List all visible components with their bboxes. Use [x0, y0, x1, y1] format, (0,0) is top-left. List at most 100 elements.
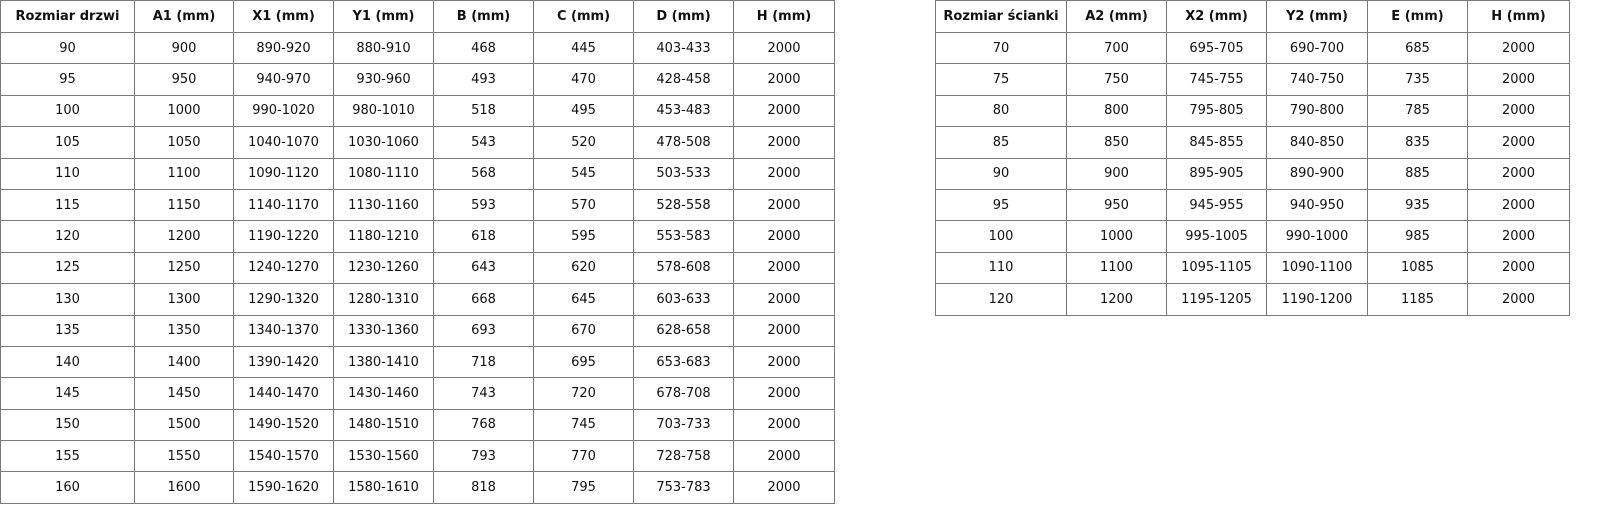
table-cell: 90	[935, 157, 1067, 190]
table-cell: 990-1020	[233, 94, 334, 128]
table-row: 160 1600 1590-1620 1580-1610 818 795 753-783 20…	[0, 471, 835, 504]
table-cell: 100	[935, 220, 1067, 253]
table-cell: 720	[533, 377, 634, 410]
table-row: 100 1000 995-1005 990-1000 985 2000	[935, 220, 1570, 253]
table-cell: 1140-1170	[233, 188, 334, 222]
table-row: 135 1350 1340-1370 1330-1360 693 670 628-658 20…	[0, 314, 835, 347]
table-cell: 1100	[1066, 251, 1167, 285]
table-cell: 693	[433, 314, 534, 347]
table-row: 80 800 795-805 790-800 785 2000	[935, 94, 1570, 128]
table-cell: 895-905	[1166, 157, 1267, 190]
table-cell: 2000	[733, 345, 835, 379]
table-cell: 695	[533, 345, 634, 379]
header-row: Rozmiar drzwi A1 (mm) X1 (mm) Y1 (mm) B (mm)…	[0, 0, 835, 33]
table-cell: 528-558	[633, 188, 734, 222]
column-header: X1 (mm)	[233, 0, 334, 33]
table-cell: 790-800	[1266, 94, 1368, 128]
table-cell: 80	[935, 94, 1067, 128]
table-cell: 2000	[733, 126, 835, 159]
table-cell: 105	[0, 126, 135, 159]
table-cell: 1540-1570	[233, 440, 334, 473]
table-cell: 115	[0, 188, 135, 222]
table-cell: 120	[935, 283, 1067, 316]
table-cell: 2000	[733, 377, 835, 410]
table-cell: 885	[1367, 157, 1468, 190]
table-cell: 140	[0, 345, 135, 379]
table-cell: 570	[533, 188, 634, 222]
table-cell: 1130-1160	[333, 188, 434, 222]
table-cell: 703-733	[633, 408, 734, 442]
table-cell: 1500	[134, 408, 234, 442]
table-cell: 100	[0, 94, 135, 128]
table-cell: 403-433	[633, 31, 734, 65]
column-header: D (mm)	[633, 0, 734, 33]
table-cell: 1480-1510	[333, 408, 434, 442]
table-cell: 950	[134, 63, 234, 96]
table-cell: 1030-1060	[333, 126, 434, 159]
table-cell: 120	[0, 220, 135, 253]
table-cell: 1090-1120	[233, 157, 334, 190]
table-cell: 1600	[134, 471, 234, 504]
table-cell: 2000	[733, 251, 835, 285]
table-cell: 1390-1420	[233, 345, 334, 379]
table-cell: 85	[935, 126, 1067, 159]
table-cell: 1440-1470	[233, 377, 334, 410]
table-cell: 990-1000	[1266, 220, 1368, 253]
table-cell: 75	[935, 63, 1067, 96]
column-header: C (mm)	[533, 0, 634, 33]
table-cell: 2000	[733, 63, 835, 96]
table-cell: 1530-1560	[333, 440, 434, 473]
table-cell: 2000	[1467, 251, 1570, 285]
table-cell: 768	[433, 408, 534, 442]
table-cell: 1340-1370	[233, 314, 334, 347]
table-cell: 145	[0, 377, 135, 410]
table-cell: 150	[0, 408, 135, 442]
table-row: 140 1400 1390-1420 1380-1410 718 695 653-683 20…	[0, 345, 835, 379]
table-cell: 1550	[134, 440, 234, 473]
table-cell: 2000	[733, 471, 835, 504]
table-cell: 1350	[134, 314, 234, 347]
table-cell: 1290-1320	[233, 283, 334, 316]
table-row: 105 1050 1040-1070 1030-1060 543 520 478-508 20…	[0, 126, 835, 159]
table-cell: 770	[533, 440, 634, 473]
table-cell: 890-920	[233, 31, 334, 65]
table-cell: 1580-1610	[333, 471, 434, 504]
table-cell: 2000	[1467, 157, 1570, 190]
table-cell: 1190-1200	[1266, 283, 1368, 316]
table-row: 125 1250 1240-1270 1230-1260 643 620 578-608 20…	[0, 251, 835, 285]
table-cell: 495	[533, 94, 634, 128]
column-header: Y1 (mm)	[333, 0, 434, 33]
table-cell: 1040-1070	[233, 126, 334, 159]
wall-size-table: Rozmiar ścianki A2 (mm) X2 (mm) Y2 (mm) E (m…	[935, 0, 1570, 316]
table-cell: 1490-1520	[233, 408, 334, 442]
table-cell: 1150	[134, 188, 234, 222]
table-cell: 695-705	[1166, 31, 1267, 65]
table-cell: 160	[0, 471, 135, 504]
table-cell: 740-750	[1266, 63, 1368, 96]
table-cell: 793	[433, 440, 534, 473]
table-cell: 595	[533, 220, 634, 253]
table-cell: 1195-1205	[1166, 283, 1267, 316]
table-cell: 478-508	[633, 126, 734, 159]
table-cell: 568	[433, 157, 534, 190]
column-header: A2 (mm)	[1066, 0, 1167, 33]
column-header: E (mm)	[1367, 0, 1468, 33]
table-cell: 2000	[1467, 63, 1570, 96]
table-cell: 728-758	[633, 440, 734, 473]
table-cell: 818	[433, 471, 534, 504]
table-cell: 1090-1100	[1266, 251, 1368, 285]
table-cell: 800	[1066, 94, 1167, 128]
table-cell: 685	[1367, 31, 1468, 65]
table-cell: 603-633	[633, 283, 734, 316]
table-cell: 520	[533, 126, 634, 159]
table-cell: 1185	[1367, 283, 1468, 316]
table-cell: 2000	[733, 408, 835, 442]
table-cell: 2000	[733, 94, 835, 128]
table-row: 120 1200 1195-1205 1190-1200 1185 2000	[935, 283, 1570, 316]
table-cell: 1240-1270	[233, 251, 334, 285]
table-cell: 1000	[1066, 220, 1167, 253]
table-cell: 1050	[134, 126, 234, 159]
table-cell: 2000	[733, 283, 835, 316]
table-cell: 1200	[1066, 283, 1167, 316]
table-row: 115 1150 1140-1170 1130-1160 593 570 528-558 20…	[0, 188, 835, 222]
